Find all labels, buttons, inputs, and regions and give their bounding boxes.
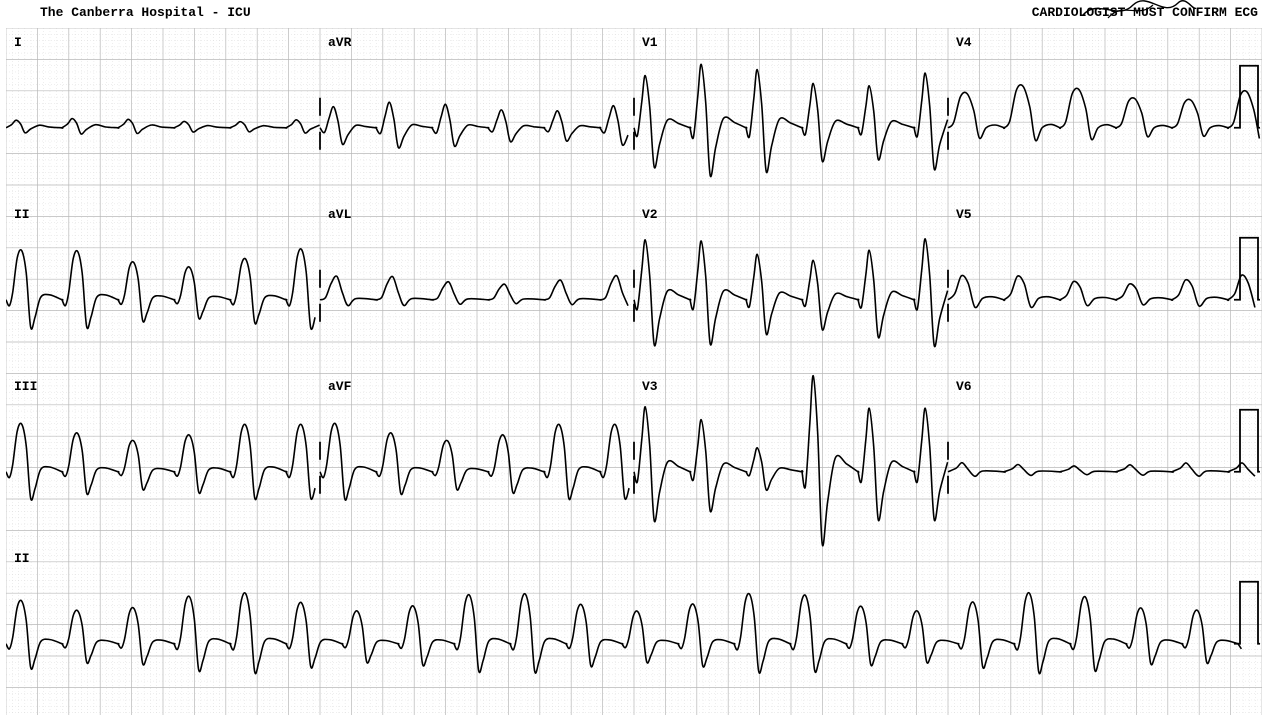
svg-text:V4: V4 bbox=[956, 35, 972, 50]
hospital-name: The Canberra Hospital - ICU bbox=[40, 5, 251, 29]
ecg-svg: IaVR V1 V4 II aVL V2 V5 III aVF V3 V6 II bbox=[6, 28, 1262, 715]
confirm-warning: CARDIOLOGIST MUST CONFIRM ECG bbox=[1032, 5, 1258, 29]
svg-text:V2: V2 bbox=[642, 207, 658, 222]
svg-text:V5: V5 bbox=[956, 207, 972, 222]
svg-text:V1: V1 bbox=[642, 35, 658, 50]
svg-text:aVL: aVL bbox=[328, 207, 352, 222]
ecg-chart: IaVR V1 V4 II aVL V2 V5 III aVF V3 V6 II bbox=[6, 28, 1262, 715]
svg-text:aVR: aVR bbox=[328, 35, 352, 50]
svg-text:I: I bbox=[14, 35, 22, 50]
svg-text:II: II bbox=[14, 207, 30, 222]
svg-text:II: II bbox=[14, 551, 30, 566]
svg-text:aVF: aVF bbox=[328, 379, 352, 394]
ecg-header: The Canberra Hospital - ICU CARDIOLOGIST… bbox=[0, 5, 1268, 29]
svg-text:V3: V3 bbox=[642, 379, 658, 394]
svg-text:V6: V6 bbox=[956, 379, 972, 394]
svg-text:III: III bbox=[14, 379, 37, 394]
